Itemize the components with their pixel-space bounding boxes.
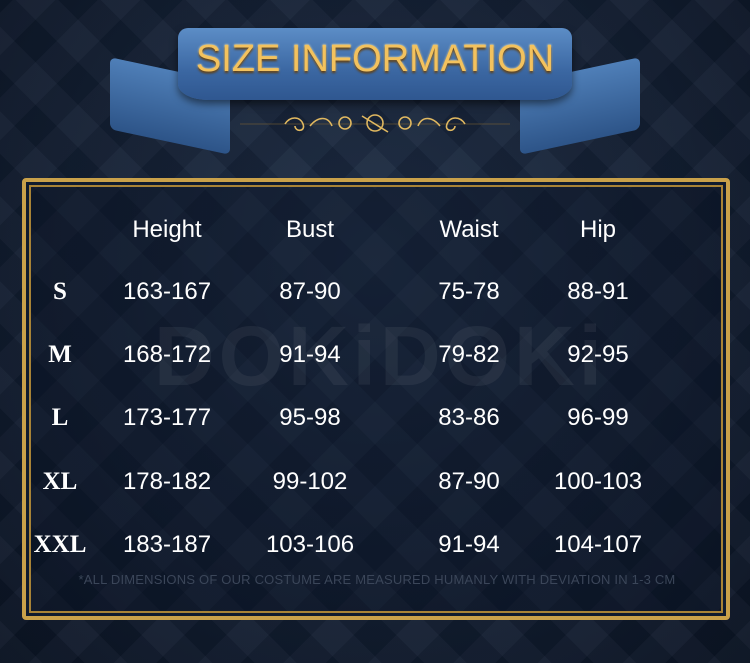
page-title: SIZE INFORMATION	[195, 38, 555, 80]
cell-hip: 88-91	[567, 278, 629, 305]
cell-hip: 104-107	[553, 531, 643, 558]
cell-bust: 91-94	[279, 341, 341, 368]
cell-size: S	[53, 278, 67, 305]
cell-height: 163-167	[122, 278, 212, 305]
cell-bust: 103-106	[265, 531, 355, 558]
cell-height: 183-187	[122, 531, 212, 558]
table-panel	[30, 186, 722, 612]
watermark-logo: DOKiDOKi	[154, 309, 606, 403]
cell-waist: 79-82	[438, 341, 500, 368]
cell-size: XL	[42, 468, 78, 495]
flourish-ornament	[240, 114, 510, 133]
cell-waist: 91-94	[438, 531, 500, 558]
cell-size: L	[51, 404, 69, 431]
cell-waist: 83-86	[438, 404, 500, 431]
cell-height: 178-182	[122, 468, 212, 495]
header-hip: Hip	[579, 216, 617, 243]
cell-height: 173-177	[122, 404, 212, 431]
cell-hip: 100-103	[553, 468, 643, 495]
cell-height: 168-172	[122, 341, 212, 368]
header-bust: Bust	[285, 216, 335, 243]
cell-size: M	[48, 341, 72, 368]
header-height: Height	[132, 216, 202, 243]
cell-bust: 87-90	[279, 278, 341, 305]
cell-waist: 87-90	[438, 468, 500, 495]
cell-bust: 99-102	[272, 468, 348, 495]
cell-hip: 96-99	[567, 404, 629, 431]
cell-hip: 92-95	[567, 341, 629, 368]
measurement-note: *ALL DIMENSIONS OF OUR COSTUME ARE MEASU…	[78, 572, 676, 587]
cell-bust: 95-98	[279, 404, 341, 431]
gold-frame	[22, 178, 730, 620]
header-waist: Waist	[439, 216, 499, 243]
cell-waist: 75-78	[438, 278, 500, 305]
title-ribbon	[178, 28, 572, 100]
cell-size: XXL	[33, 531, 87, 558]
